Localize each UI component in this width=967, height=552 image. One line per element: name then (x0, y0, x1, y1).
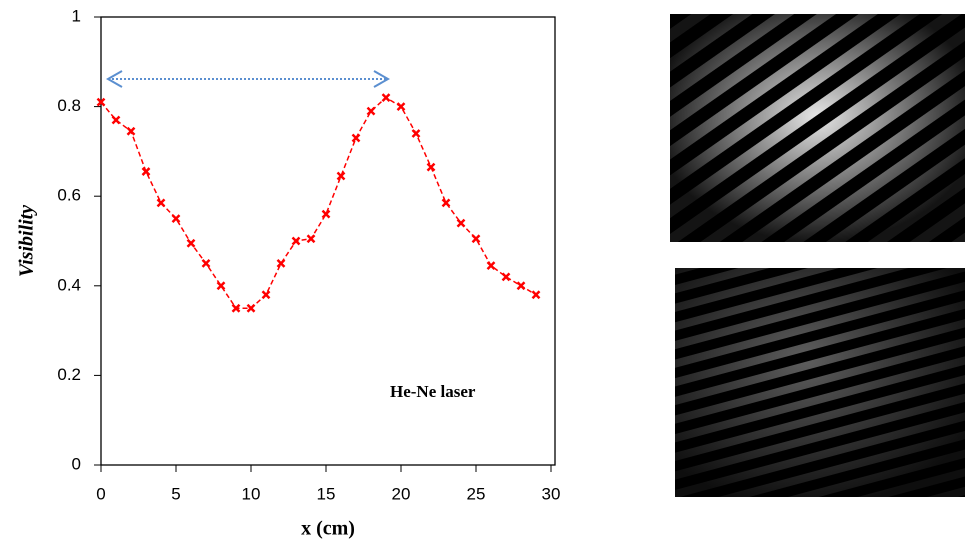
data-point (441, 198, 451, 208)
x-tick-label: 20 (392, 484, 411, 503)
data-point (276, 259, 286, 268)
data-point (111, 115, 121, 125)
data-point (231, 303, 241, 313)
data-point (456, 218, 466, 228)
data-point (336, 171, 346, 181)
data-point (126, 126, 136, 136)
x-axis-label: x (cm) (301, 518, 355, 540)
fringe-image-bottom (675, 268, 965, 497)
x-tick-label: 0 (96, 484, 105, 503)
x-tick-label: 10 (242, 484, 261, 503)
x-tick-label: 5 (171, 484, 180, 503)
data-point (501, 272, 511, 282)
data-point (396, 102, 406, 111)
data-point (186, 238, 196, 248)
data-point (201, 259, 211, 268)
data-point (141, 167, 151, 176)
data-point (426, 162, 436, 172)
data-point (156, 198, 166, 208)
x-tick-label: 25 (467, 484, 486, 503)
y-axis-label: Visibility (16, 205, 38, 277)
data-point (246, 303, 256, 313)
x-tick-label: 30 (542, 484, 561, 503)
data-point (96, 97, 106, 107)
data-point (216, 281, 226, 291)
fringe-image-top (670, 14, 965, 242)
data-point (471, 234, 481, 244)
y-tick-label: 0 (72, 454, 81, 473)
plot-frame (100, 16, 556, 466)
data-point (306, 234, 316, 244)
y-tick-label: 1 (72, 6, 81, 25)
data-point (291, 236, 301, 246)
legend-label: He-Ne laser (390, 382, 476, 401)
data-point (381, 93, 391, 103)
data-point (171, 214, 181, 223)
data-point (351, 133, 361, 143)
data-point (486, 261, 496, 271)
y-tick-label: 0.8 (57, 96, 81, 115)
x-tick-label: 15 (317, 484, 336, 503)
y-tick-label: 0.4 (57, 275, 81, 294)
data-point (321, 209, 331, 219)
data-point (261, 290, 271, 300)
data-point (411, 129, 421, 138)
data-line (100, 96, 537, 309)
data-point (531, 290, 541, 300)
y-tick-label: 0.6 (57, 186, 81, 205)
data-point (516, 281, 526, 291)
y-tick-label: 0.2 (57, 365, 81, 384)
data-point (366, 106, 376, 116)
span-arrow (105, 70, 391, 88)
